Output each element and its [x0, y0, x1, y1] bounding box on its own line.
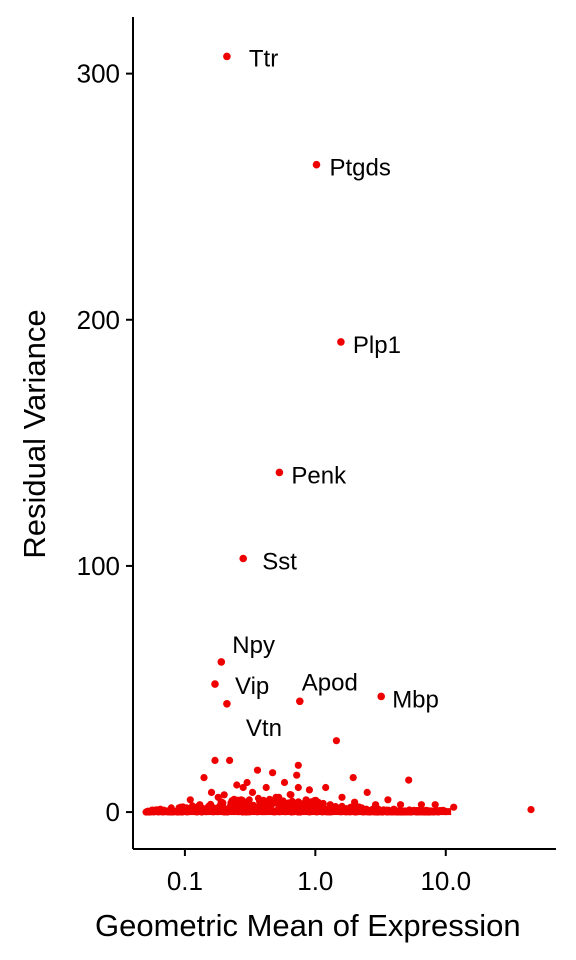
data-point: [294, 783, 302, 792]
data-point: [287, 791, 295, 799]
data-point: [396, 801, 405, 809]
data-point: [363, 788, 371, 797]
data-point: [243, 778, 251, 787]
data-point: [253, 766, 262, 774]
data-point: [177, 803, 185, 811]
data-point-sst: [239, 554, 247, 563]
data-point: [237, 796, 245, 804]
data-point: [248, 788, 257, 797]
data-point: [280, 778, 289, 787]
label-vip: Vip: [235, 673, 269, 700]
label-mbp: Mbp: [392, 686, 439, 713]
data-point: [322, 783, 330, 792]
y-tick-label: 200: [77, 305, 120, 335]
data-point-plp1: [337, 338, 345, 346]
data-point: [326, 801, 334, 809]
data-point: [305, 786, 313, 794]
label-vtn: Vtn: [246, 715, 282, 742]
data-point: [214, 793, 222, 801]
data-point: [332, 737, 340, 745]
cloud-point: [279, 797, 287, 805]
data-point: [226, 756, 234, 765]
label-plp1: Plp1: [353, 332, 401, 359]
y-tick-label: 300: [77, 59, 120, 89]
data-point: [384, 796, 392, 804]
data-point: [256, 798, 265, 806]
x-tick-label: 0.1: [167, 866, 203, 896]
data-point: [262, 783, 270, 792]
data-point: [417, 801, 425, 809]
x-tick-label: 10.0: [420, 866, 471, 896]
background-point-cloud: [142, 791, 452, 816]
y-tick-label: 100: [77, 551, 120, 581]
cloud-point: [266, 795, 274, 803]
data-point-ptgds: [312, 160, 321, 169]
point-labels: Ttr Ptgds Plp1 Penk Sst Npy Vip Vtn Apod Mbp: [232, 45, 439, 741]
x-tick-label: 1.0: [297, 866, 333, 896]
data-point: [293, 771, 301, 779]
data-point: [431, 801, 439, 809]
data-point-npy: [217, 658, 226, 666]
data-point: [220, 791, 228, 799]
label-npy: Npy: [232, 632, 275, 659]
label-ttr: Ttr: [249, 45, 278, 72]
data-point: [211, 756, 219, 765]
data-point-mbp: [377, 692, 386, 701]
data-point-vip: [211, 680, 219, 688]
data-point: [265, 801, 273, 809]
data-point: [233, 781, 241, 789]
data-point: [186, 796, 194, 804]
data-point: [372, 801, 380, 809]
data-point: [349, 774, 357, 782]
data-point: [294, 761, 302, 769]
data-point: [239, 783, 247, 792]
data-point-vtn: [223, 700, 231, 708]
data-point-apod: [296, 697, 304, 706]
data-point-ttr: [223, 52, 231, 61]
data-point: [272, 793, 280, 801]
label-penk: Penk: [291, 462, 347, 489]
data-point: [228, 798, 236, 806]
data-point: [207, 788, 216, 797]
x-axis-title: Geometric Mean of Expression: [95, 908, 521, 943]
data-point: [284, 801, 292, 809]
label-ptgds: Ptgds: [330, 155, 391, 182]
data-point: [450, 803, 458, 811]
data-point: [351, 798, 359, 806]
cloud-point: [294, 798, 302, 806]
data-point: [196, 801, 204, 809]
y-tick-label: 0: [106, 797, 120, 827]
data-point: [200, 774, 208, 782]
y-axis-title: Residual Variance: [17, 309, 52, 558]
data-point: [338, 793, 346, 801]
cloud-baseline-band: [145, 808, 452, 816]
data-point: [302, 796, 310, 804]
data-point: [405, 776, 413, 784]
data-point: [269, 769, 277, 777]
label-apod: Apod: [302, 669, 358, 696]
label-sst: Sst: [262, 549, 297, 576]
data-point-penk: [275, 468, 284, 477]
axes: 0 100 200 300 0.1 1.0 10.0: [77, 17, 556, 896]
data-point: [527, 806, 535, 814]
data-points: [177, 52, 535, 814]
data-point: [314, 798, 322, 806]
